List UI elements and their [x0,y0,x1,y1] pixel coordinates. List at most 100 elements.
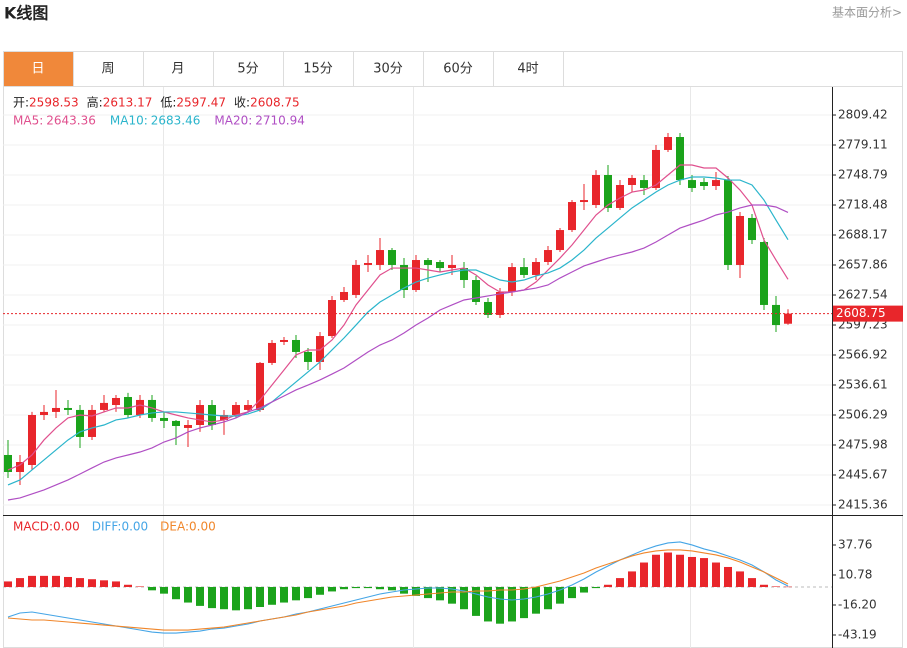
legend-text: 高: [87,95,103,110]
candle-body [496,291,504,315]
candle-body [184,425,192,428]
page-title: K线图 [4,4,48,23]
tab-label[interactable]: 15分 [303,62,333,77]
candle-body [328,300,336,337]
macd-bar [436,586,444,601]
macd-bar [136,586,144,587]
candle-body [88,409,96,437]
macd-bar [700,558,708,587]
y-tick-label: -43.19 [838,628,877,642]
y-tick-label: 2415.36 [838,498,888,512]
tab[interactable] [493,51,564,87]
candle-body [220,415,228,420]
candle-body [640,180,648,188]
legend-text: 2643.36 [46,114,96,128]
legend-text: MA20: [214,114,252,128]
legend-text: MA10: [110,114,148,128]
candle-body [676,137,684,181]
y-tick-label: 2536.61 [838,378,888,392]
macd-bar [232,586,240,611]
legend-text: DEA: [160,520,189,534]
tab-label[interactable]: 4时 [517,62,538,77]
macd-bar [112,581,120,587]
macd-bar [28,575,36,587]
candle-body [40,411,48,416]
candle-body [292,339,300,352]
legend-text: 0.00 [189,520,216,534]
candle-body [160,417,168,421]
candle-body [196,405,204,426]
tab[interactable] [423,51,494,87]
macd-bar [148,586,156,591]
y-tick-label: 2718.48 [838,198,888,212]
macd-bar [328,586,336,592]
macd-bar [244,586,252,610]
candle-body [304,351,312,362]
tab-label[interactable]: 60分 [443,62,473,77]
candle-body [316,336,324,362]
candle-body [472,280,480,302]
macd-bar [448,586,456,604]
candle-body [352,264,360,295]
candle-body [280,339,288,342]
macd-bar [472,586,480,616]
tab-label[interactable]: 日 [31,62,44,77]
candle-body [556,230,564,251]
macd-bar [76,578,84,587]
macd-bar [340,586,348,590]
legend-text: 低: [160,96,176,110]
tab-label[interactable]: 5分 [237,62,258,77]
macd-bar [256,586,264,608]
macd-bar [520,586,528,619]
fundamental-link[interactable]: 基本面分析> [832,6,902,20]
candle-body [448,264,456,269]
candle-body [100,402,108,410]
macd-bar [652,554,660,587]
candle-body [244,405,252,410]
tab-label[interactable]: 30分 [373,62,403,77]
candle-body [4,454,12,473]
legend-text: 2613.17 [103,96,153,110]
candle-body [412,260,420,291]
candle-body [460,268,468,281]
macd-bar [40,575,48,587]
candle-body [148,399,156,418]
candle-body [376,250,384,265]
macd-bar [280,586,288,603]
candle-body [436,262,444,269]
macd-bar [364,586,372,589]
macd-line [7,549,789,631]
candle-body [580,200,588,203]
legend-text: MA5: [13,114,43,128]
y-tick-label: 2627.54 [838,288,888,302]
tab[interactable] [283,51,354,87]
legend-text: 2597.47 [176,96,226,110]
tab-label[interactable]: 周 [101,62,114,77]
macd-bar [4,581,12,587]
legend-text: 开: [13,96,29,110]
tab[interactable] [3,51,74,87]
legend-text: 2710.94 [255,114,305,128]
macd-bar [616,578,624,587]
candle-body [736,215,744,265]
legend-text: 2683.46 [151,114,201,128]
y-tick-label: 2657.86 [838,258,888,272]
candle-body [652,149,660,188]
macd-bar [592,586,600,589]
macd-bar [760,584,768,587]
macd-bar [292,586,300,601]
candle-body [28,415,36,465]
last-price-tag [833,305,903,322]
tab[interactable] [213,51,284,87]
ma-line [7,164,789,471]
candle-body [544,250,552,263]
macd-bar [52,575,60,587]
macd-bar [460,586,468,610]
candle-body [760,242,768,305]
tab-label[interactable]: 月 [171,62,184,77]
candle-body [532,262,540,275]
macd-bar [568,586,576,599]
tab[interactable] [353,51,424,87]
candle-body [256,362,264,410]
